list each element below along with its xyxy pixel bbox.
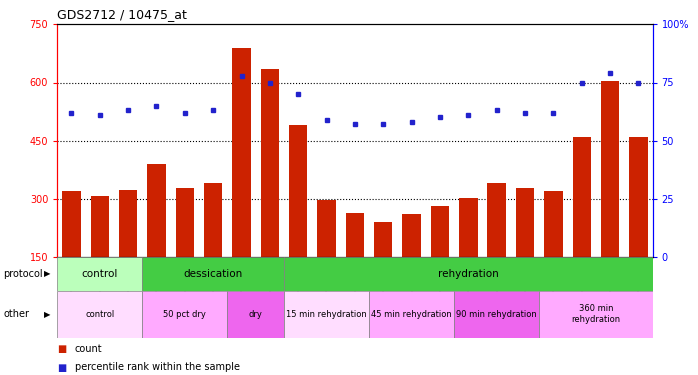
Text: 15 min rehydration: 15 min rehydration (286, 310, 367, 319)
Text: ▶: ▶ (44, 310, 50, 319)
Text: ■: ■ (57, 344, 66, 354)
Bar (284, 291, 369, 338)
Bar (289, 125, 307, 257)
Bar (544, 191, 563, 257)
Bar (516, 188, 534, 257)
Bar (403, 214, 421, 257)
Bar (629, 137, 648, 257)
Bar (318, 200, 336, 257)
Text: control: control (82, 269, 118, 279)
Bar (284, 257, 653, 291)
Bar (260, 69, 279, 257)
Text: control: control (85, 310, 114, 319)
Bar (142, 257, 284, 291)
Text: 45 min rehydration: 45 min rehydration (371, 310, 452, 319)
Bar (346, 213, 364, 257)
Bar (62, 191, 81, 257)
Text: GDS2712 / 10475_at: GDS2712 / 10475_at (57, 8, 187, 21)
Bar (232, 48, 251, 257)
Text: 90 min rehydration: 90 min rehydration (456, 310, 537, 319)
Bar (91, 196, 109, 257)
Text: rehydration: rehydration (438, 269, 498, 279)
Text: protocol: protocol (3, 269, 43, 279)
Text: 360 min
rehydration: 360 min rehydration (572, 304, 621, 324)
Bar (176, 188, 194, 257)
Bar (540, 291, 653, 338)
Bar (369, 291, 454, 338)
Text: 50 pct dry: 50 pct dry (163, 310, 206, 319)
Text: ▶: ▶ (44, 269, 50, 278)
Bar (374, 222, 392, 257)
Bar (228, 291, 284, 338)
Bar (601, 81, 619, 257)
Bar (204, 183, 223, 257)
Bar (572, 137, 591, 257)
Text: percentile rank within the sample: percentile rank within the sample (75, 363, 239, 372)
Text: dry: dry (248, 310, 262, 319)
Text: dessication: dessication (184, 269, 243, 279)
Text: ■: ■ (57, 363, 66, 372)
Bar (487, 183, 506, 257)
Bar (147, 164, 165, 257)
Bar (57, 291, 142, 338)
Bar (454, 291, 540, 338)
Text: other: other (3, 309, 29, 319)
Bar (57, 257, 142, 291)
Bar (119, 190, 138, 257)
Bar (142, 291, 228, 338)
Text: count: count (75, 344, 103, 354)
Bar (459, 198, 477, 257)
Bar (431, 206, 450, 257)
